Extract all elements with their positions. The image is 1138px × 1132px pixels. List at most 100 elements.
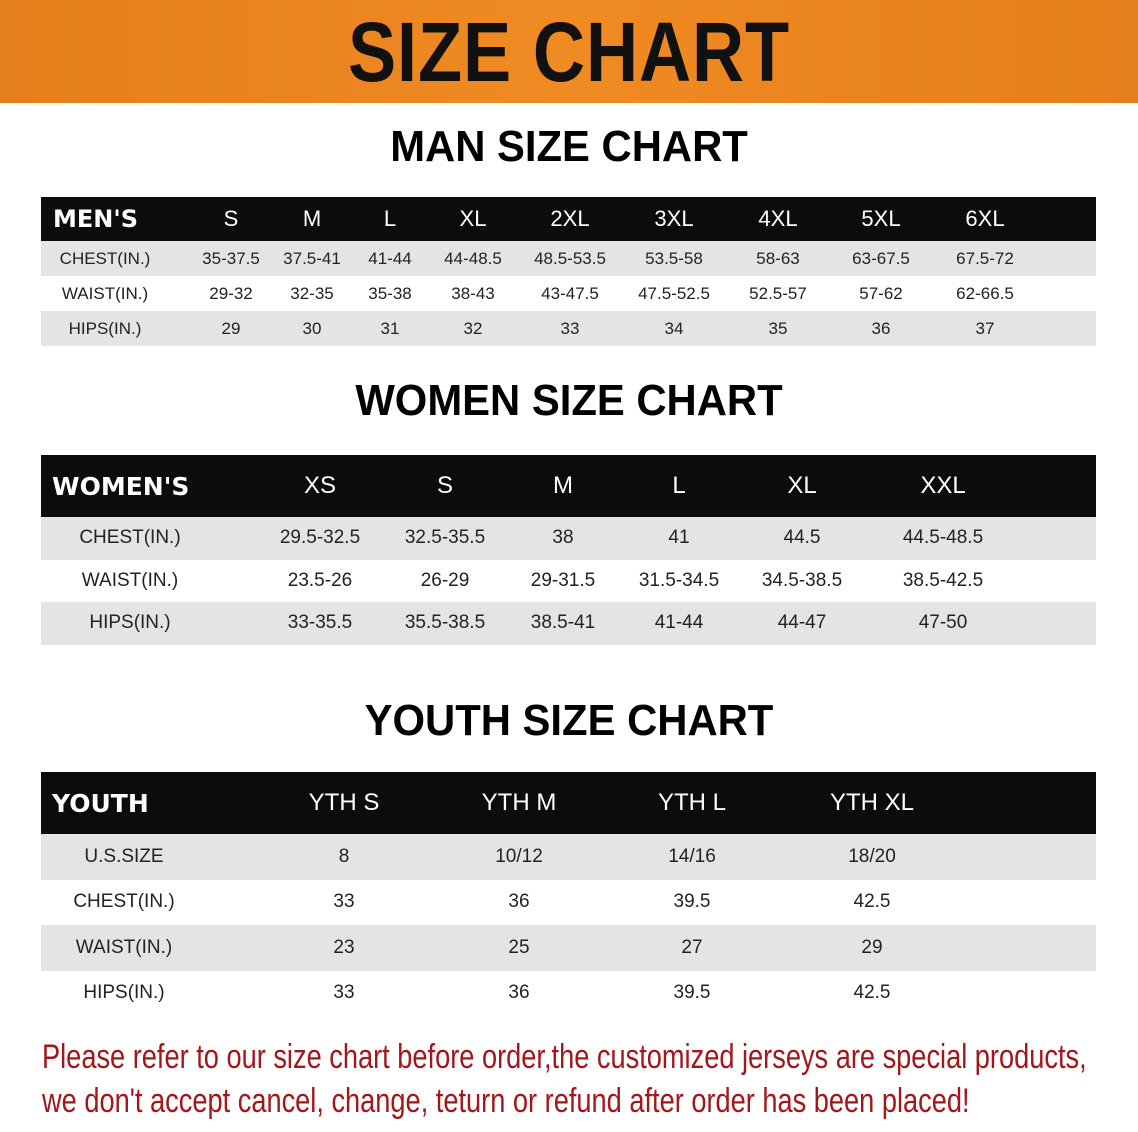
- size-value: 35-37.5: [202, 248, 260, 268]
- size-value: 41: [668, 527, 690, 549]
- size-value: 33: [560, 318, 580, 338]
- size-value: 41-44: [368, 248, 412, 268]
- size-value: 47.5-52.5: [638, 283, 710, 303]
- size-value: 25: [508, 936, 530, 958]
- size-column-header: XL: [459, 206, 487, 231]
- size-value: 33-35.5: [287, 612, 353, 634]
- measurement-label: U.S.SIZE: [84, 845, 164, 867]
- size-column-header: L: [672, 472, 686, 499]
- youth-section-title: YOUTH SIZE CHART: [364, 696, 774, 745]
- size-value: 38-43: [451, 283, 495, 303]
- size-value: 33: [333, 891, 355, 913]
- size-column-header: YTH M: [481, 789, 557, 816]
- size-value: 33: [333, 982, 355, 1004]
- size-value: 30: [302, 318, 322, 338]
- size-value: 42.5: [853, 982, 891, 1004]
- size-value: 44.5: [783, 527, 821, 549]
- size-value: 37: [975, 318, 995, 338]
- measurement-label: CHEST(IN.): [73, 891, 175, 913]
- banner-title: SIZE CHART: [347, 5, 791, 99]
- size-value: 44-47: [777, 612, 827, 634]
- table-row: HIPS(IN.) 33-35.5 35.5-38.5 38.5-41 41-44 44-…: [41, 602, 1096, 645]
- size-value: 27: [681, 936, 703, 958]
- size-value: 38.5-41: [530, 612, 596, 634]
- size-value: 29: [861, 936, 883, 958]
- table-row: WAIST(IN.) 29-32 32-35 35-38 38-43 43-47.5 47.…: [41, 276, 1096, 311]
- size-value: 34.5-38.5: [761, 569, 843, 591]
- order-notice-line-2: we don't accept cancel, change, teturn o…: [42, 1082, 970, 1120]
- measurement-label: CHEST(IN.): [79, 527, 181, 549]
- size-value: 18/20: [848, 845, 896, 867]
- table-row: HIPS(IN.) 33 36 39.5 42.5: [41, 970, 1096, 1016]
- table-row: CHEST(IN.) 35-37.5 37.5-41 41-44 44-48.5 48.5…: [41, 241, 1096, 276]
- size-value: 36: [871, 318, 891, 338]
- size-value: 31.5-34.5: [638, 569, 720, 591]
- size-value: 41-44: [654, 612, 704, 634]
- size-column-header: S: [223, 206, 239, 231]
- size-value: 42.5: [853, 891, 891, 913]
- table-row: HIPS(IN.) 29 30 31 32 33 34 35 36 37: [41, 311, 1096, 346]
- table-row: WAIST(IN.) 23.5-26 26-29 29-31.5 31.5-34.5 34…: [41, 559, 1096, 602]
- women-header-label: WOMEN'S: [52, 471, 190, 501]
- size-column-header: YTH L: [657, 789, 727, 816]
- size-value: 8: [338, 845, 350, 867]
- order-notice-line-1: Please refer to our size chart before or…: [42, 1038, 1087, 1076]
- youth-header-label: YOUTH: [52, 788, 149, 818]
- size-value: 39.5: [673, 891, 711, 913]
- size-value: 52.5-57: [749, 283, 807, 303]
- measurement-label: CHEST(IN.): [59, 248, 151, 268]
- size-value: 32: [463, 318, 483, 338]
- size-value: 35.5-38.5: [404, 612, 486, 634]
- measurement-label: HIPS(IN.): [68, 318, 142, 338]
- size-value: 43-47.5: [541, 283, 599, 303]
- size-value: 10/12: [495, 845, 543, 867]
- size-value: 36: [508, 891, 530, 913]
- size-value: 31: [380, 318, 400, 338]
- size-column-header: YTH S: [308, 789, 380, 816]
- size-column-header: YTH XL: [829, 789, 915, 816]
- measurement-label: HIPS(IN.): [89, 612, 171, 634]
- size-value: 58-63: [756, 248, 800, 268]
- measurement-label: WAIST(IN.): [75, 936, 173, 958]
- women-header-row: WOMEN'S XS S M L XL XXL: [41, 455, 1096, 517]
- size-column-header: M: [553, 472, 573, 499]
- size-column-header: L: [383, 206, 397, 231]
- size-value: 47-50: [918, 612, 968, 634]
- size-value: 39.5: [673, 982, 711, 1004]
- size-chart-banner: SIZE CHART: [0, 0, 1138, 103]
- size-value: 53.5-58: [645, 248, 703, 268]
- size-value: 38.5-42.5: [902, 569, 984, 591]
- size-value: 26-29: [420, 569, 470, 591]
- size-value: 67.5-72: [956, 248, 1014, 268]
- size-column-header: S: [436, 472, 454, 499]
- size-column-header: 5XL: [861, 206, 901, 231]
- size-value: 23.5-26: [287, 569, 353, 591]
- size-value: 62-66.5: [956, 283, 1014, 303]
- size-column-header: XL: [787, 472, 817, 499]
- measurement-label: HIPS(IN.): [83, 982, 165, 1004]
- size-value: 44-48.5: [444, 248, 502, 268]
- size-value: 29: [221, 318, 241, 338]
- size-value: 37.5-41: [283, 248, 341, 268]
- size-value: 32-35: [290, 283, 334, 303]
- size-value: 36: [508, 982, 530, 1004]
- measurement-label: WAIST(IN.): [81, 569, 179, 591]
- size-value: 57-62: [859, 283, 903, 303]
- table-row: WAIST(IN.) 23 25 27 29: [41, 925, 1096, 971]
- size-column-header: M: [302, 206, 322, 231]
- size-value: 34: [664, 318, 684, 338]
- table-row: CHEST(IN.) 29.5-32.5 32.5-35.5 38 41 44.5 44.5…: [41, 517, 1096, 560]
- size-value: 35: [768, 318, 788, 338]
- size-value: 32.5-35.5: [404, 527, 486, 549]
- size-value: 35-38: [368, 283, 412, 303]
- men-header-row: MEN'S S M L XL 2XL 3XL 4XL 5XL 6XL: [41, 197, 1096, 241]
- size-value: 44.5-48.5: [902, 527, 984, 549]
- youth-header-row: YOUTH YTH S YTH M YTH L YTH XL: [41, 772, 1096, 834]
- measurement-label: WAIST(IN.): [61, 283, 149, 303]
- size-value: 29.5-32.5: [279, 527, 361, 549]
- size-column-header: 4XL: [758, 206, 798, 231]
- size-column-header: XS: [303, 472, 337, 499]
- women-section-title: WOMEN SIZE CHART: [355, 376, 783, 425]
- size-value: 14/16: [668, 845, 716, 867]
- size-value: 23: [333, 936, 355, 958]
